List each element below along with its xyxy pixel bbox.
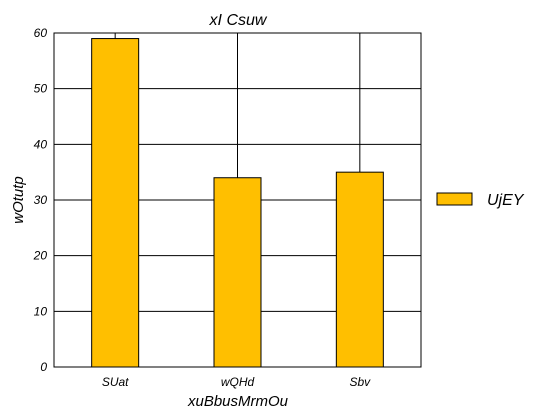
y-axis-label: wOtutp: [10, 176, 27, 224]
y-tick-label: 40: [34, 137, 48, 151]
x-axis-label: xuBbusMrmOu: [187, 393, 289, 410]
y-tick-label: 20: [33, 249, 48, 263]
x-tick-label: SUat: [102, 375, 129, 389]
bar-Sbv: [336, 172, 383, 367]
x-tick-label: wQHd: [221, 375, 255, 389]
y-tick-label: 10: [34, 304, 48, 318]
y-tick-label: 50: [34, 82, 48, 96]
x-tick-label: Sbv: [349, 375, 371, 389]
bar-SUat: [92, 39, 139, 367]
legend-swatch: [437, 193, 472, 205]
chart-title: xI Csuw: [209, 12, 268, 29]
y-tick-label: 0: [40, 360, 47, 374]
y-tick-label: 60: [34, 26, 48, 40]
bar-wQHd: [214, 178, 261, 367]
y-tick-label: 30: [34, 193, 48, 207]
legend-label: UjEY: [487, 192, 525, 209]
